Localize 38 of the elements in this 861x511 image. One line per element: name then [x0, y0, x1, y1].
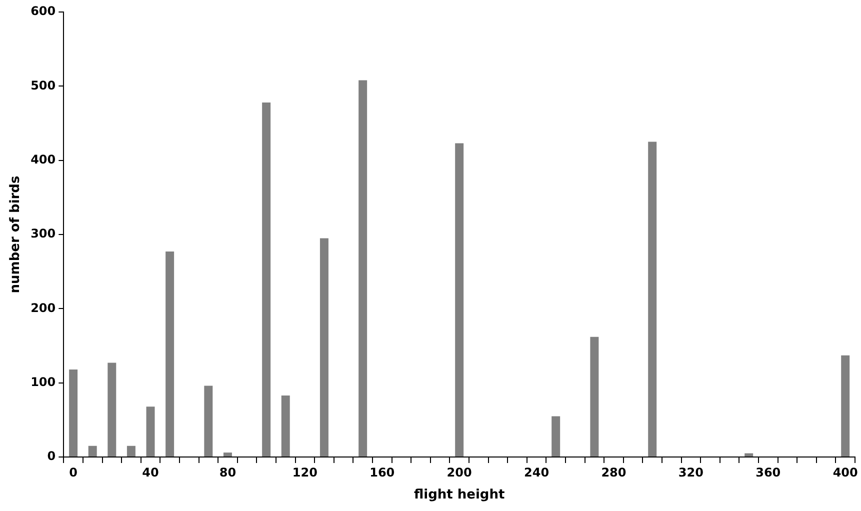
x-tick-label: 160 [370, 465, 395, 480]
x-tick-label: 360 [756, 465, 781, 480]
x-axis-title: flight height [414, 488, 505, 503]
y-tick-label: 0 [47, 449, 56, 464]
y-axis-title: number of birds [8, 176, 24, 294]
x-tick-label: 240 [524, 465, 550, 480]
bar [108, 362, 116, 456]
x-tick-label: 80 [219, 465, 236, 480]
bar [358, 80, 368, 456]
bar [126, 446, 136, 456]
bar [455, 143, 464, 456]
y-tick-label: 500 [30, 78, 56, 92]
bar [590, 336, 599, 456]
x-tick-label: 320 [678, 465, 704, 480]
x-tick-label: 200 [446, 465, 472, 480]
x-tick-label: 40 [142, 465, 159, 480]
bar [166, 252, 174, 456]
y-tick-label: 400 [30, 152, 56, 166]
y-tick-label: 100 [30, 374, 56, 389]
bar [146, 406, 155, 456]
x-tick-label: 120 [292, 465, 318, 480]
x-tick-label: 0 [69, 465, 78, 480]
bar [841, 355, 850, 456]
y-tick-label: 300 [30, 226, 56, 241]
bar [69, 369, 78, 456]
bar [88, 446, 97, 456]
bar [223, 452, 232, 456]
x-tick-label: 280 [601, 465, 626, 480]
bar [320, 238, 328, 456]
bar [744, 453, 754, 456]
y-tick-label: 200 [30, 300, 56, 315]
y-tick-label: 600 [30, 4, 56, 18]
bar [204, 386, 213, 456]
bar [648, 142, 657, 456]
bar [281, 395, 290, 456]
bar [552, 416, 560, 456]
bar [262, 102, 271, 456]
x-tick-label: 400 [832, 465, 858, 480]
